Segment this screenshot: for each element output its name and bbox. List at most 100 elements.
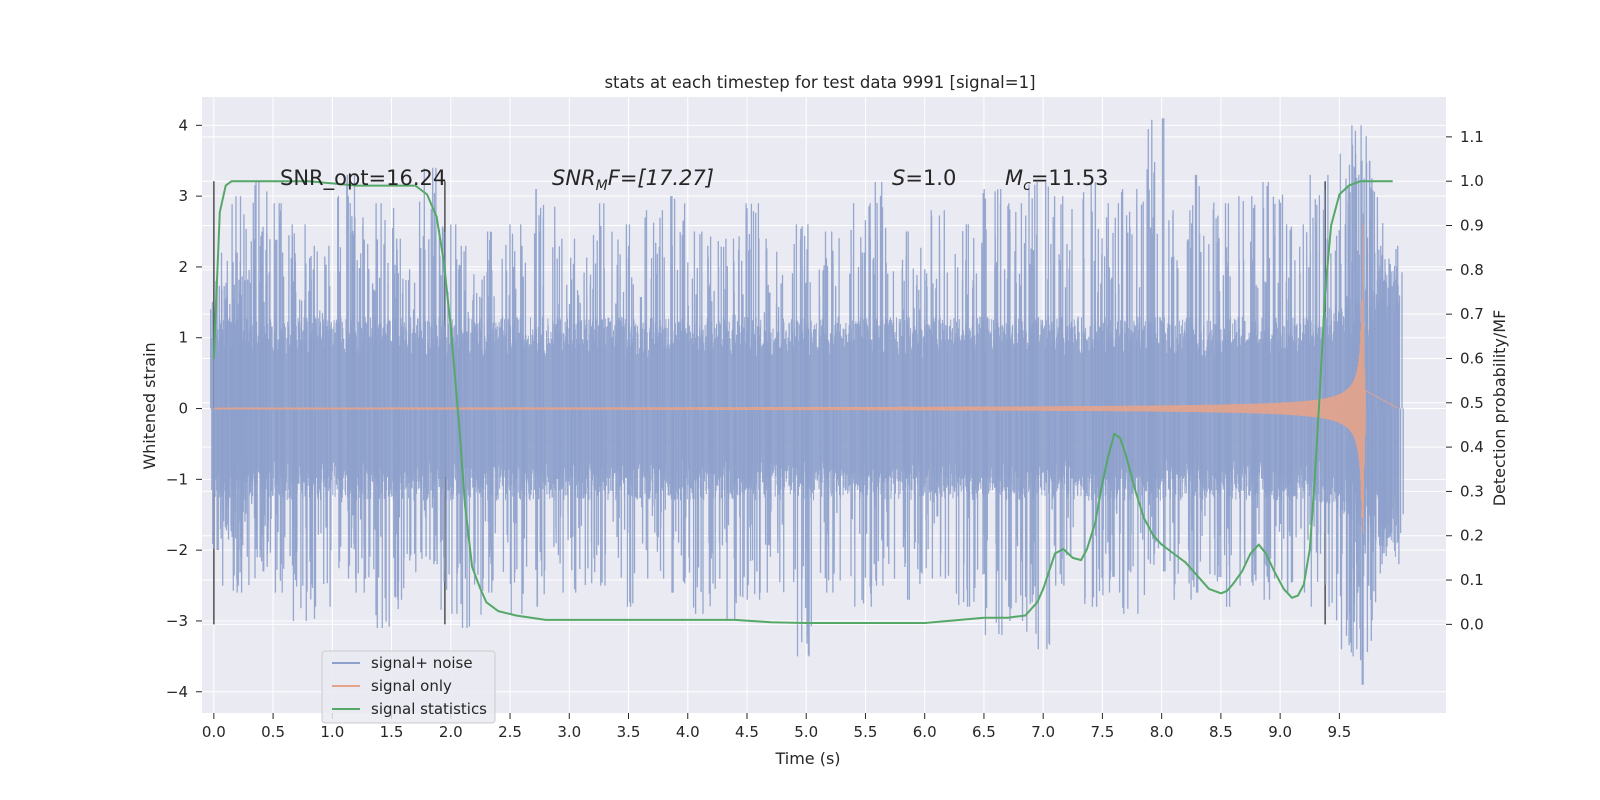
noise-spike-cluster-42 [1168,210,1193,600]
noise-spike-cluster-43 [1191,174,1216,593]
y2-tick-label-2: 0.9 [1460,217,1484,235]
series-signal-only [213,223,1399,535]
x-tick-label-19: 9.5 [1327,723,1351,741]
y-tick-label-3: 1 [178,329,188,347]
noise-spike-cluster-19 [583,203,607,586]
legend-box [321,650,496,724]
x-tick-label-3: 1.5 [380,723,404,741]
noise-spike-cluster-35 [1003,203,1027,621]
noise-spike-cluster-15 [480,231,505,593]
y-tick-label-1: 3 [178,187,188,205]
noise-spike-cluster-47 [1285,224,1311,593]
noise-spike-cluster-40 [1120,189,1146,614]
x-axis-label: Time (s) [774,749,840,768]
noise-spike-cluster-22 [663,196,687,593]
y-tick-label-6: −2 [166,541,188,559]
noise-spike-cluster-37 [1050,196,1074,586]
noise-spike-cluster-53 [1380,245,1404,565]
x-tick-label-7: 3.5 [617,723,641,741]
noise-spike-cluster-30 [872,182,896,586]
noise-spike-cluster-36 [1025,182,1051,650]
noise-spike-cluster-27 [791,224,812,657]
y-tick-label-8: −4 [166,683,188,701]
x-tick-label-0: 0.0 [202,723,226,741]
snr-mf-base: SNR [552,166,596,190]
x-axis-ticks: 0.0 0.5 1.0 1.5 2.0 2.5 3.0 3.5 4.0 4.5 5.0 5.5 6.0 6… [202,713,1351,741]
y2-tick-label-10: 0.1 [1460,571,1484,589]
mc-sub: c [1023,178,1031,194]
noise-spike-cluster-26 [758,238,785,593]
noise-spike-cluster-44 [1215,203,1232,607]
noise-spike-cluster-34 [981,189,1003,636]
x-tick-label-14: 7.0 [1031,723,1055,741]
noise-spike-cluster-24 [711,238,737,621]
noise-spike-cluster-39 [1097,203,1121,593]
noise-spike-cluster-29 [849,203,873,607]
x-tick-label-15: 7.5 [1090,723,1114,741]
s-rest: =1.0 [905,166,956,190]
noise-spike-cluster-20 [611,224,636,607]
mc-var: M [1005,166,1023,190]
y2-tick-label-7: 0.4 [1460,438,1484,456]
noise-spike-cluster-21 [639,210,665,579]
noise-spike-cluster-31 [901,231,923,600]
noise-spike-cluster-6 [291,224,316,621]
y-axis-label-left: Whitened strain [140,342,159,469]
x-tick-label-9: 4.5 [735,723,759,741]
noise-spike-cluster-33 [954,224,979,607]
noise-spike-cluster-14 [458,245,482,628]
y2-tick-label-0: 1.1 [1460,128,1484,146]
y2-tick-label-5: 0.6 [1460,349,1484,367]
annotation-snr-opt: SNR_opt=16.24 [280,166,446,191]
x-tick-label-10: 5.0 [794,723,818,741]
x-tick-label-11: 5.5 [854,723,878,741]
x-tick-label-17: 8.5 [1209,723,1233,741]
noise-spike-cluster-7 [308,245,332,607]
s-var: S [892,166,905,190]
noise-spike-cluster-41 [1146,118,1166,572]
noise-spike-cluster-16 [505,224,528,614]
snr-mf-sub: M [596,178,608,194]
noise-spike-cluster-23 [687,231,713,614]
x-tick-label-4: 2.0 [439,723,463,741]
annotations: SNR_opt=16.24 SNRMF=[17.27] S=1.0 Mc=11.… [280,166,1109,194]
annotation-snr-mf: SNRMF=[17.27] [552,166,714,194]
noise-spike-cluster-28 [818,231,841,593]
legend-label-signal-only: signal only [371,677,452,695]
y-tick-label-0: 4 [178,116,188,134]
x-tick-label-8: 4.0 [676,723,700,741]
mc-rest: =11.53 [1031,166,1109,190]
series-signal-plus-noise [210,118,1404,685]
y-axis-ticks-left: 4 3 2 1 0 −1 −2 −3 −4 [166,116,202,701]
y-tick-label-5: −1 [166,470,188,488]
snr-mf-rest: F=[17.27] [608,166,714,190]
x-tick-label-12: 6.0 [913,723,937,741]
y-axis-label-right: Detection probability/MF [1490,310,1509,507]
y2-tick-label-8: 0.3 [1460,482,1484,500]
y-tick-label-7: −3 [166,612,188,630]
noise-spike-cluster-11 [394,238,417,600]
chart-title: stats at each timestep for test data 999… [604,73,1035,92]
signal-statistics-line [212,180,1393,624]
signal-only-line [213,223,1399,535]
noise-spike-cluster-12 [418,167,438,565]
noise-spike-cluster-9 [352,217,376,593]
x-tick-label-18: 9.0 [1268,723,1292,741]
noise-spike-cluster-4 [259,231,279,572]
y-tick-label-2: 2 [178,258,188,276]
y2-tick-label-4: 0.7 [1460,305,1484,323]
y2-tick-label-11: 0.0 [1460,615,1484,633]
annotation-s: S=1.0 [892,166,956,190]
annotation-mc: Mc=11.53 [1005,166,1109,194]
noise-spike-cluster-46 [1262,182,1285,600]
y2-tick-label-3: 0.8 [1460,261,1484,279]
y-tick-label-4: 0 [178,400,188,418]
noise-spike-cluster-45 [1238,196,1260,586]
noise-spike-cluster-18 [558,238,583,593]
x-tick-label-16: 8.0 [1150,723,1174,741]
y2-tick-label-9: 0.2 [1460,527,1484,545]
y2-tick-label-1: 1.0 [1460,172,1484,190]
legend-label-signal-plus-noise: signal+ noise [371,654,473,672]
y-axis-ticks-right: 1.1 1.0 0.9 0.8 0.7 0.6 0.5 0.4 0.3 0.2 0.1 0.0 [1446,128,1484,633]
